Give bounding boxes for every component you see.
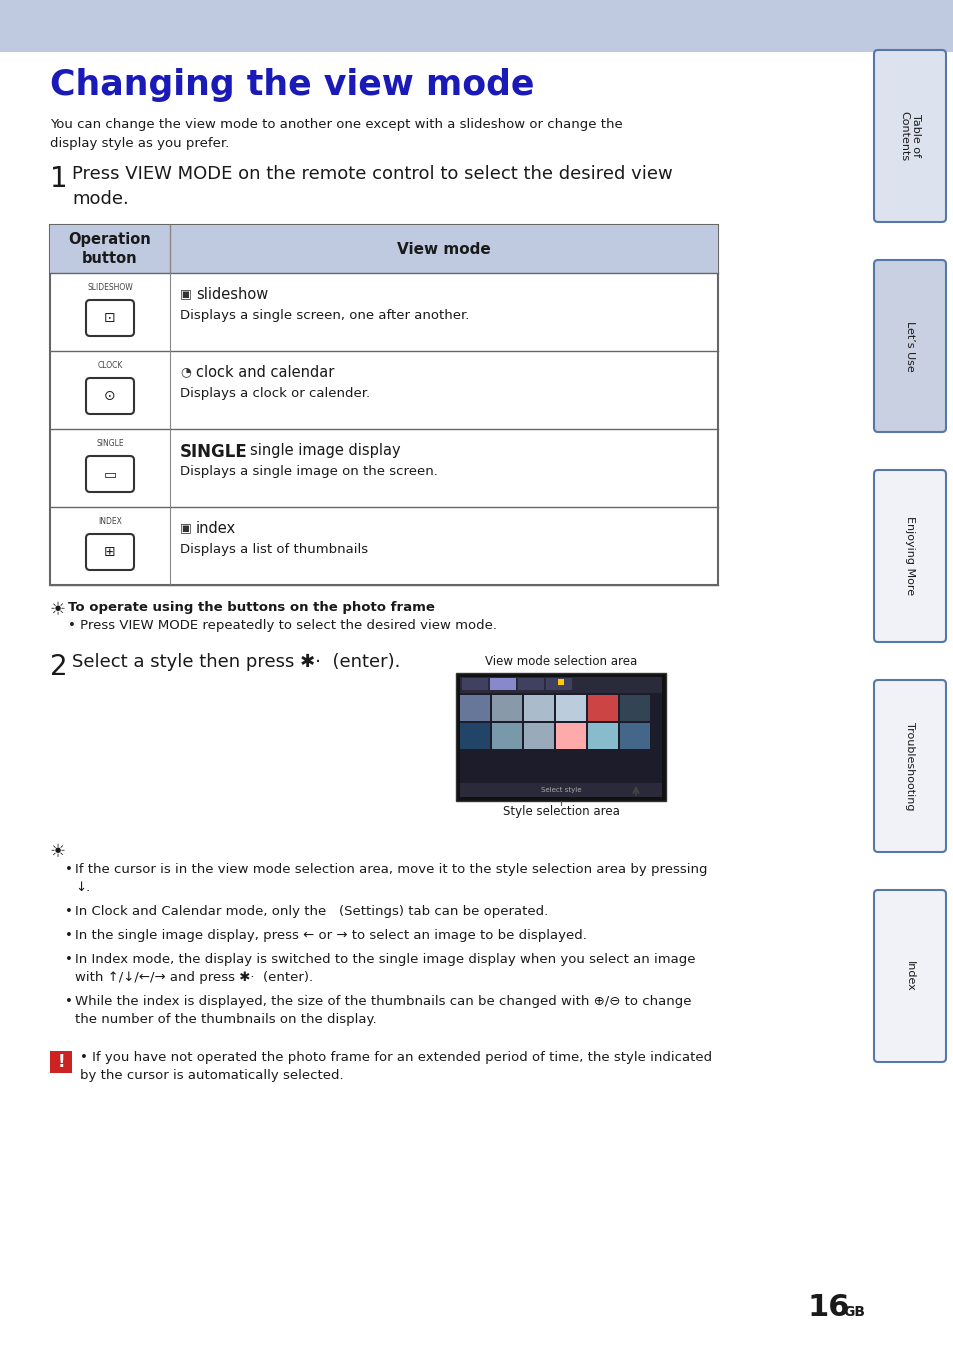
Bar: [50, 1051, 71, 1073]
Text: Operation
button: Operation button: [69, 231, 152, 266]
FancyBboxPatch shape: [86, 456, 133, 492]
FancyBboxPatch shape: [873, 680, 945, 852]
Text: ⊡: ⊡: [104, 311, 115, 324]
Text: While the index is displayed, the size of the thumbnails can be changed with ⊕/⊖: While the index is displayed, the size o…: [75, 995, 691, 1026]
Text: If the cursor is in the view mode selection area, move it to the style selection: If the cursor is in the view mode select…: [75, 863, 707, 894]
Bar: [558, 679, 563, 685]
Text: !: !: [57, 1053, 65, 1071]
FancyBboxPatch shape: [873, 890, 945, 1063]
Bar: [556, 695, 585, 721]
Text: SINGLE: SINGLE: [180, 443, 248, 461]
Text: • Press VIEW MODE repeatedly to select the desired view mode.: • Press VIEW MODE repeatedly to select t…: [68, 619, 497, 631]
Bar: [619, 723, 649, 749]
Text: 1: 1: [50, 165, 68, 193]
Text: Enjoying More: Enjoying More: [904, 516, 914, 596]
Bar: [587, 723, 618, 749]
Bar: [0, 0, 953, 51]
Text: Let’s Use: Let’s Use: [904, 320, 914, 372]
Text: GB: GB: [842, 1305, 864, 1320]
Bar: [459, 677, 661, 783]
Bar: [619, 695, 649, 721]
Bar: [587, 695, 618, 721]
Text: Index: Index: [904, 961, 914, 991]
Bar: [545, 677, 572, 690]
Text: •: •: [65, 995, 72, 1009]
FancyBboxPatch shape: [873, 50, 945, 222]
Text: ▣: ▣: [180, 521, 192, 534]
FancyBboxPatch shape: [873, 260, 945, 433]
Bar: [556, 723, 585, 749]
Bar: [492, 723, 521, 749]
Text: index: index: [195, 521, 236, 535]
Text: Select a style then press ✱·  (enter).: Select a style then press ✱· (enter).: [71, 653, 400, 671]
Text: ☀: ☀: [50, 844, 66, 861]
FancyBboxPatch shape: [86, 379, 133, 414]
Text: single image display: single image display: [250, 443, 400, 458]
Text: SLIDESHOW: SLIDESHOW: [87, 283, 132, 292]
Text: Press VIEW MODE on the remote control to select the desired view
mode.: Press VIEW MODE on the remote control to…: [71, 165, 672, 208]
Text: Style selection area: Style selection area: [502, 804, 618, 818]
Text: Table of
Contents: Table of Contents: [899, 111, 920, 161]
Text: In Index mode, the display is switched to the single image display when you sele: In Index mode, the display is switched t…: [75, 953, 695, 984]
Text: slideshow: slideshow: [195, 287, 268, 301]
FancyBboxPatch shape: [873, 470, 945, 642]
Bar: [517, 677, 543, 690]
Text: Displays a single image on the screen.: Displays a single image on the screen.: [180, 465, 437, 479]
Text: View mode selection area: View mode selection area: [484, 654, 637, 668]
Text: You can change the view mode to another one except with a slideshow or change th: You can change the view mode to another …: [50, 118, 622, 150]
Bar: [459, 695, 490, 721]
Bar: [50, 224, 718, 585]
Bar: [459, 677, 661, 694]
Bar: [456, 673, 665, 800]
Text: To operate using the buttons on the photo frame: To operate using the buttons on the phot…: [68, 602, 435, 614]
Text: Troubleshooting: Troubleshooting: [904, 722, 914, 810]
Text: View mode: View mode: [396, 242, 491, 257]
Bar: [459, 783, 661, 796]
FancyBboxPatch shape: [86, 300, 133, 337]
Text: ▭: ▭: [103, 466, 116, 481]
Bar: [523, 723, 554, 749]
Text: •: •: [65, 863, 72, 876]
Text: Displays a list of thumbnails: Displays a list of thumbnails: [180, 544, 368, 556]
Text: •: •: [65, 953, 72, 965]
Text: SINGLE: SINGLE: [96, 439, 124, 448]
FancyBboxPatch shape: [86, 534, 133, 571]
Bar: [459, 723, 490, 749]
Text: • If you have not operated the photo frame for an extended period of time, the s: • If you have not operated the photo fra…: [80, 1051, 711, 1082]
Bar: [523, 695, 554, 721]
Text: Select style: Select style: [540, 787, 580, 794]
Text: INDEX: INDEX: [98, 516, 122, 526]
Bar: [50, 224, 718, 273]
Text: ⊙: ⊙: [104, 389, 115, 403]
Text: •: •: [65, 904, 72, 918]
Text: •: •: [65, 929, 72, 942]
Text: ☀: ☀: [50, 602, 66, 619]
Text: ▣: ▣: [180, 287, 192, 300]
Text: CLOCK: CLOCK: [97, 361, 123, 370]
Text: ◔: ◔: [180, 365, 191, 379]
Text: Displays a single screen, one after another.: Displays a single screen, one after anot…: [180, 310, 469, 322]
Text: clock and calendar: clock and calendar: [195, 365, 334, 380]
Text: Displays a clock or calender.: Displays a clock or calender.: [180, 387, 370, 400]
Text: ⊞: ⊞: [104, 545, 115, 558]
Bar: [490, 677, 516, 690]
Bar: [461, 677, 488, 690]
Text: In the single image display, press ← or → to select an image to be displayed.: In the single image display, press ← or …: [75, 929, 586, 942]
Text: Changing the view mode: Changing the view mode: [50, 68, 534, 101]
Bar: [492, 695, 521, 721]
Text: In Clock and Calendar mode, only the   (Settings) tab can be operated.: In Clock and Calendar mode, only the (Se…: [75, 904, 548, 918]
Text: 2: 2: [50, 653, 68, 681]
Text: 16: 16: [807, 1293, 850, 1322]
